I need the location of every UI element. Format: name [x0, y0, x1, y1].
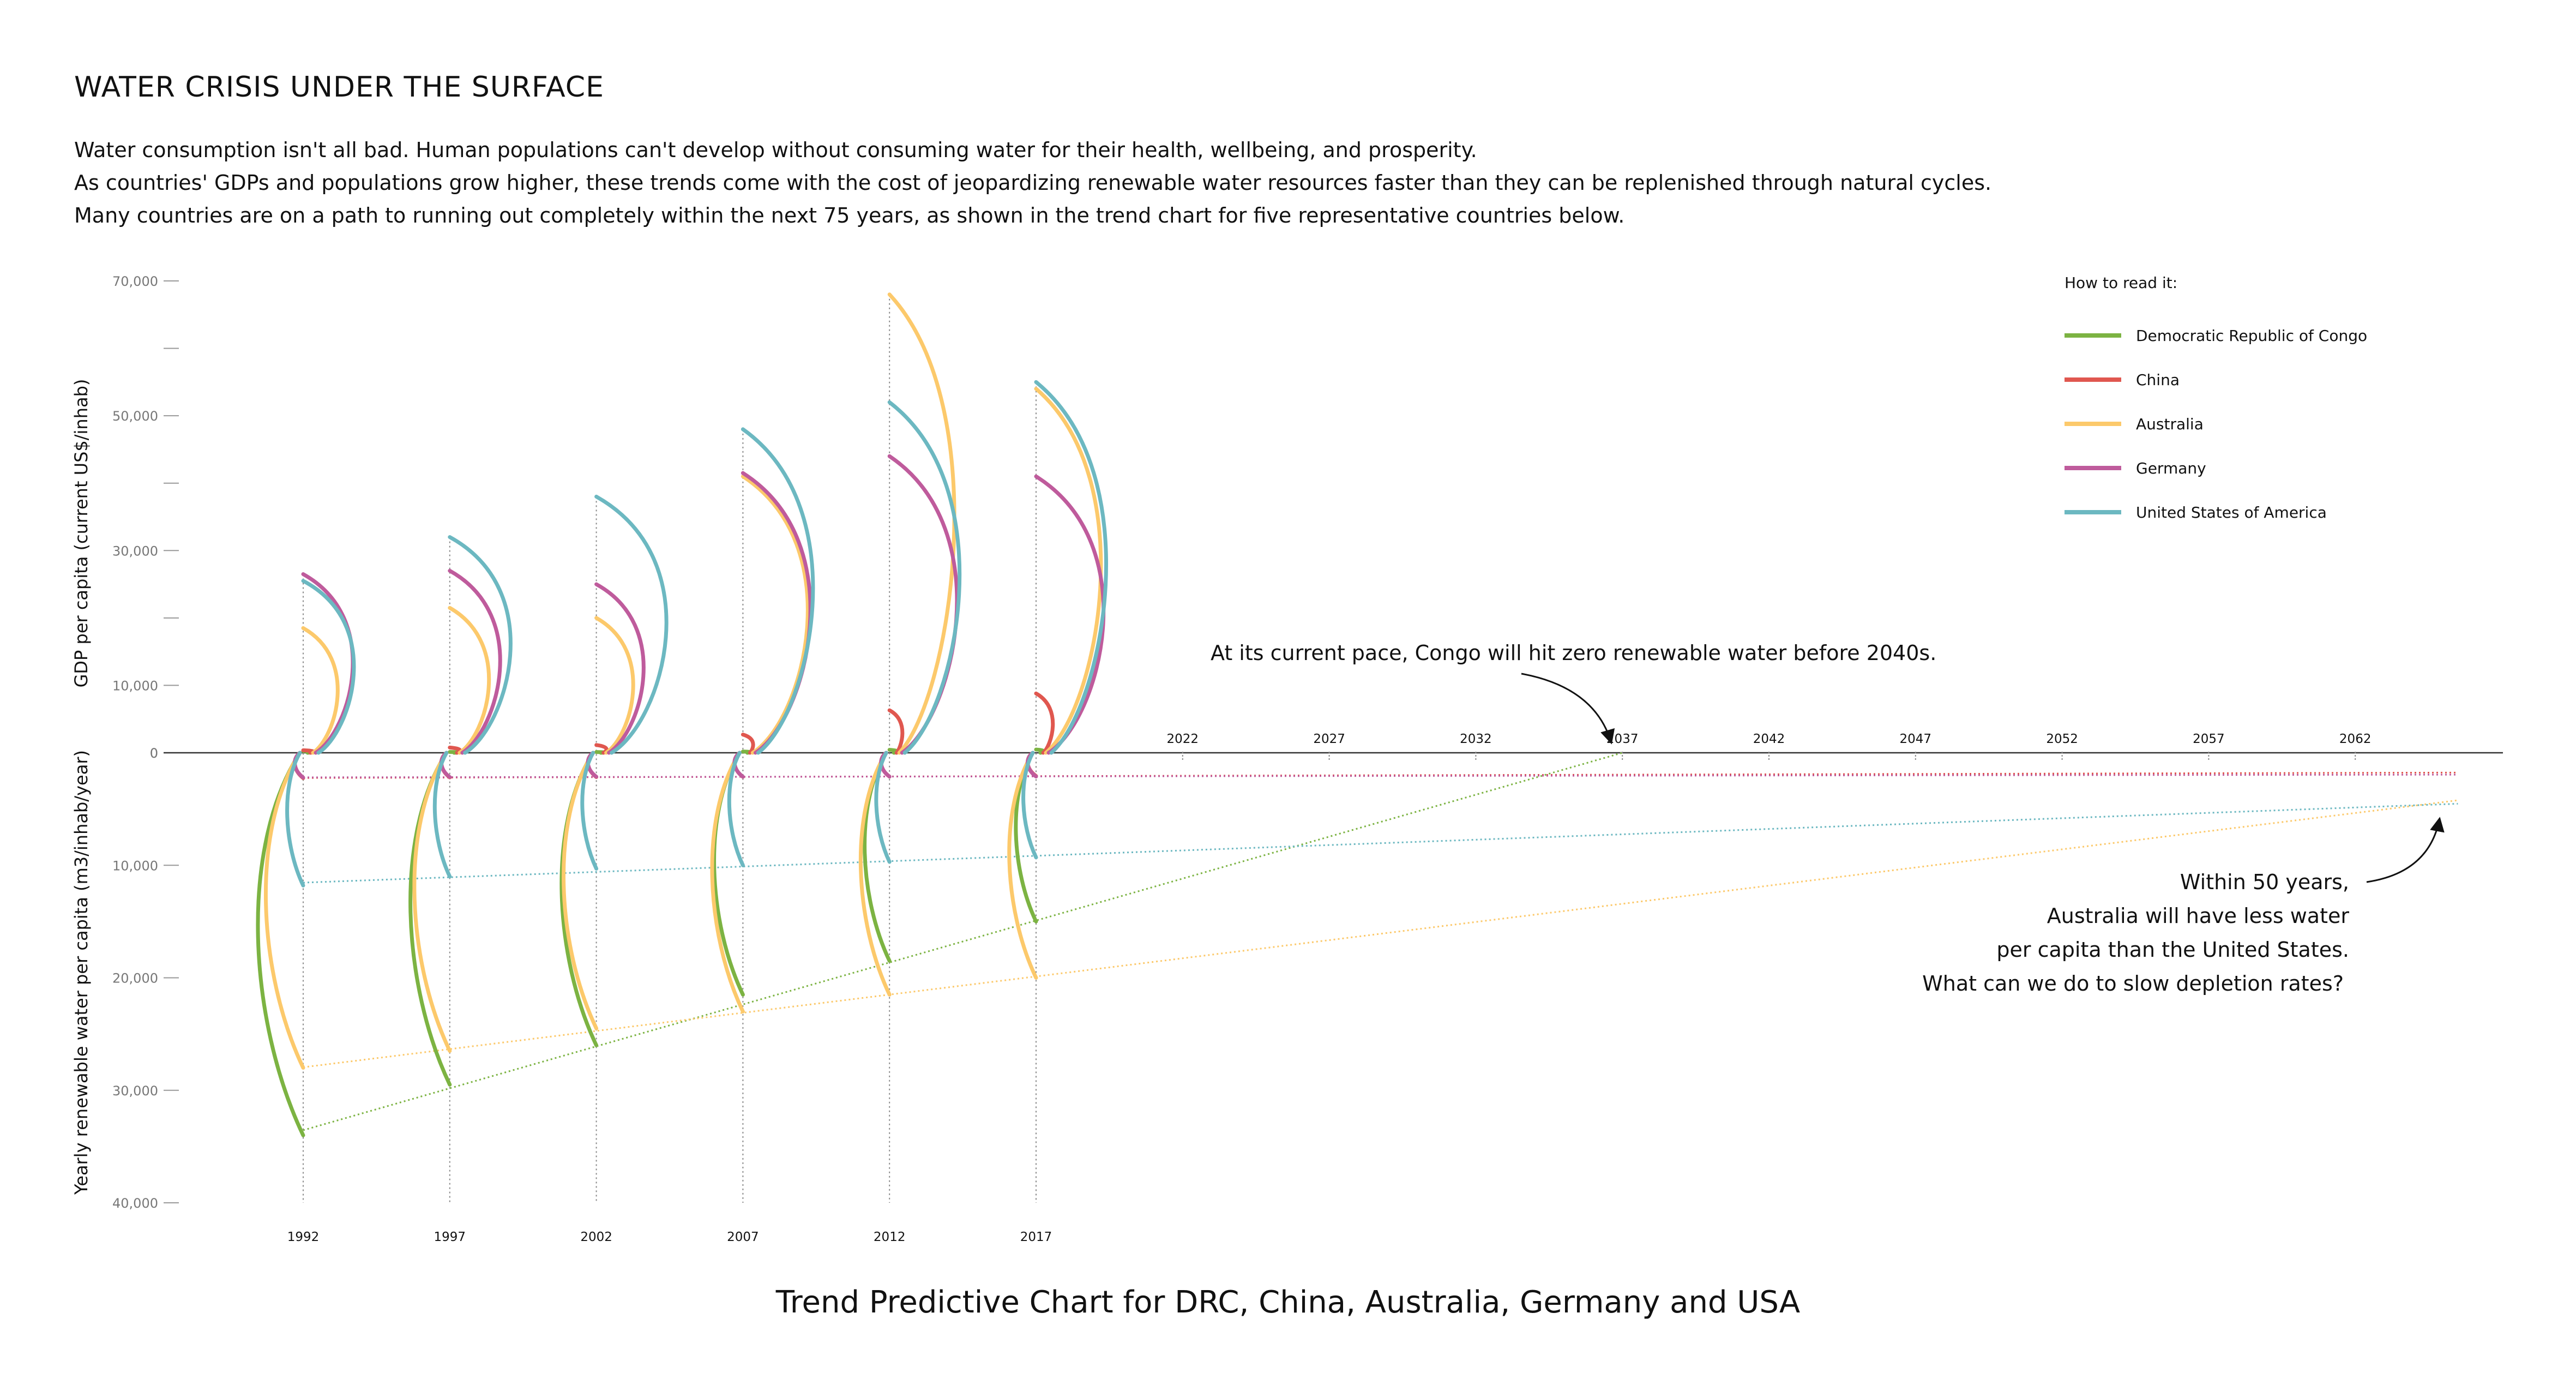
annotation-arrow — [1521, 673, 1615, 745]
water-curve — [412, 751, 452, 1053]
water-tick-label: 40,000 — [112, 1196, 158, 1211]
projection-lines — [303, 752, 2458, 1131]
chart-footer-title: Trend Predictive Chart for DRC, China, A… — [775, 1285, 1801, 1320]
projection-line — [303, 802, 2458, 884]
gdp-curve — [448, 568, 502, 755]
gdp-curve — [1034, 474, 1106, 755]
gdp-curve — [887, 400, 962, 755]
water-curve — [1007, 751, 1038, 980]
gdp-curve — [594, 582, 646, 755]
annotation-australia-line: What can we do to slow depletion rates? — [1922, 972, 2344, 996]
gdp-curve — [301, 579, 356, 755]
projection-line — [303, 774, 2458, 778]
gdp-curve — [448, 535, 513, 755]
annotations: At its current pace, Congo will hit zero… — [1211, 641, 2445, 996]
gdp-curve — [741, 474, 810, 755]
gdp-tick-label: 10,000 — [112, 678, 158, 693]
year-label: 2002 — [580, 1230, 612, 1244]
gdp-curve — [741, 471, 812, 755]
annotation-congo: At its current pace, Congo will hit zero… — [1211, 641, 1936, 665]
gdp-tick-label: 50,000 — [112, 409, 158, 424]
gdp-curve — [887, 708, 905, 755]
future-year-label: 2047 — [1900, 732, 1932, 746]
gdp-curve — [1034, 691, 1055, 755]
future-year-label: 2042 — [1753, 732, 1785, 746]
intro-text: Water consumption isn't all bad. Human p… — [74, 134, 1991, 232]
year-label: 2012 — [874, 1230, 906, 1244]
annotation-australia-line: per capita than the United States. — [1996, 938, 2349, 962]
water-curve — [710, 751, 745, 1014]
water-axis: 10,000 20,000 30,000 40,000 Yearly renewable… — [71, 750, 179, 1211]
annotation-australia-line: Within 50 years, — [2180, 870, 2349, 894]
gdp-curve — [594, 616, 635, 755]
legend-label: Australia — [2136, 415, 2204, 433]
future-year-label: 2027 — [1313, 732, 1345, 746]
water-curve — [559, 751, 599, 1047]
legend-label: Democratic Republic of Congo — [2136, 327, 2367, 345]
zero-baseline: 0 — [150, 746, 2503, 761]
water-tick-label: 10,000 — [112, 858, 158, 873]
water-tick-label: 20,000 — [112, 971, 158, 986]
water-curve — [432, 751, 452, 879]
future-year-label: 2052 — [2046, 732, 2078, 746]
annotation-arrow — [2366, 817, 2445, 883]
gdp-curve — [741, 733, 755, 755]
year-label: 1997 — [434, 1230, 466, 1244]
water-curve — [285, 751, 305, 888]
gdp-curve — [1034, 380, 1109, 755]
water-curve — [562, 751, 599, 1030]
gdp-tick-label: 70,000 — [112, 274, 158, 289]
year-label: 1992 — [287, 1230, 320, 1244]
future-year-label: 2037 — [1606, 732, 1639, 746]
water-curve — [727, 751, 745, 867]
future-year-label: 2022 — [1167, 732, 1199, 746]
water-axis-label: Yearly renewable water per capita (m3/in… — [71, 750, 92, 1195]
year-label: 2007 — [727, 1230, 759, 1244]
intro-line: Many countries are on a path to running … — [74, 203, 1625, 227]
gdp-curve — [887, 292, 956, 755]
water-curve — [256, 751, 305, 1137]
future-year-axis: 2022 2027 2032 2037 2042 2047 2052 2057 2062 — [1167, 732, 2372, 762]
gdp-curve — [594, 494, 669, 755]
chart-legend: How to read it: Democratic Republic of Co… — [2065, 274, 2367, 521]
future-year-label: 2057 — [2193, 732, 2225, 746]
legend-title: How to read it: — [2065, 274, 2177, 292]
year-labels: 1992 1997 2002 2007 2012 2017 — [287, 1230, 1052, 1244]
water-curve — [874, 751, 892, 864]
series-curves — [256, 292, 1109, 1137]
gdp-tick-label: 30,000 — [112, 543, 158, 559]
water-curve — [580, 751, 599, 871]
gdp-curve — [301, 626, 340, 755]
water-curve — [1021, 751, 1038, 860]
gdp-curve — [1034, 387, 1103, 755]
gdp-axis: 70,000 50,000 30,000 10,000 0 GDP per capita … — [71, 274, 179, 761]
future-year-label: 2062 — [2339, 732, 2372, 746]
gdp-curve — [448, 605, 491, 755]
annotation-australia-line: Australia will have less water — [2047, 904, 2350, 928]
intro-line: As countries' GDPs and populations grow … — [74, 171, 1992, 195]
gdp-axis-label: GDP per capita (current US$/inhab) — [71, 379, 92, 688]
legend-label: Germany — [2136, 459, 2206, 477]
water-curve — [263, 751, 305, 1070]
future-year-label: 2032 — [1460, 732, 1492, 746]
water-tick-label: 30,000 — [112, 1083, 158, 1099]
projection-line — [303, 752, 1623, 1131]
projection-line — [303, 799, 2458, 1069]
year-guides — [303, 294, 1037, 1203]
zero-label: 0 — [150, 746, 158, 761]
intro-line: Water consumption isn't all bad. Human p… — [74, 138, 1477, 162]
legend-label: United States of America — [2136, 503, 2327, 521]
gdp-curve — [741, 427, 815, 755]
gdp-curve — [594, 743, 609, 755]
gdp-tick-label: 0 — [150, 746, 158, 761]
water-curve — [858, 751, 892, 997]
year-label: 2017 — [1020, 1230, 1052, 1244]
legend-label: China — [2136, 371, 2180, 389]
page-title: WATER CRISIS UNDER THE SURFACE — [74, 71, 604, 104]
